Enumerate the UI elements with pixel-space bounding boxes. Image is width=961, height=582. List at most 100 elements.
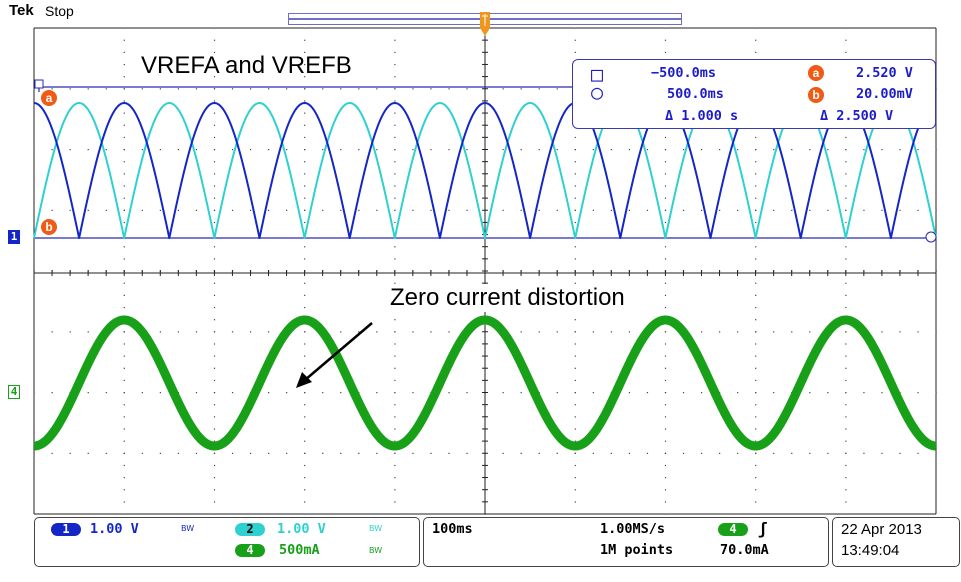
grid-dot: [394, 136, 396, 139]
grid-dot: [123, 88, 125, 90]
cursor-circle-marker[interactable]: [925, 231, 937, 243]
ch4-ground-marker[interactable]: 4: [8, 385, 20, 399]
grid-dot: [394, 209, 396, 211]
square-cursor-icon: □: [591, 62, 604, 86]
grid-dot: [737, 331, 739, 333]
grid-dot: [863, 149, 865, 151]
trigger-position-marker[interactable]: [480, 12, 490, 36]
grid-dot: [755, 258, 757, 260]
vertical-settings-panel[interactable]: 1 1.00 V BW 2 1.00 V BW 4 500mA BW: [34, 517, 420, 567]
grid-dot: [664, 513, 667, 515]
grid-dot: [394, 39, 396, 41]
grid-dot: [358, 331, 360, 333]
grid-dot: [502, 88, 504, 90]
grid-dot: [755, 282, 757, 284]
ch4-bandwidth-icon: BW: [369, 546, 383, 555]
grid-dot: [33, 331, 35, 333]
grid-dot: [394, 355, 396, 357]
grid-dot: [394, 197, 396, 199]
grid-dot: [791, 452, 793, 454]
grid-dot: [845, 294, 847, 296]
grid-dot: [213, 27, 216, 29]
grid-dot: [845, 209, 847, 211]
grid-dot: [394, 501, 396, 503]
grid-dot: [664, 489, 667, 491]
cursor-b-badge[interactable]: b: [41, 219, 57, 235]
ch4-chip[interactable]: 4: [235, 544, 265, 557]
grid-dot: [845, 136, 847, 139]
grid-dot: [394, 88, 396, 90]
grid-dot: [394, 149, 396, 151]
grid-dot: [304, 39, 306, 41]
grid-dot: [87, 88, 89, 90]
grid-dot: [123, 27, 125, 29]
grid-dot: [123, 404, 125, 406]
grid-dot: [412, 149, 414, 151]
grid-dot: [33, 209, 35, 211]
ch2-chip[interactable]: 2: [235, 523, 265, 536]
cursor1-time: −500.0ms: [651, 65, 717, 81]
grid-dot: [286, 392, 288, 394]
grid-dot: [845, 379, 847, 382]
grid-dot: [574, 392, 576, 394]
grid-dot: [556, 392, 558, 394]
cursor-square-marker[interactable]: [34, 79, 44, 89]
grid-dot: [574, 477, 576, 479]
horizontal-settings-panel[interactable]: 100ms 1.00MS/s 1M points 4 ʃ 70.0mA: [423, 517, 829, 567]
grid-dot: [917, 392, 919, 394]
grid-dot: [123, 477, 125, 479]
grid-dot: [664, 136, 667, 139]
grid-dot: [556, 209, 558, 211]
grid-dot: [755, 294, 757, 296]
grid-dot: [755, 161, 757, 163]
ch1-ground-marker[interactable]: 1: [8, 230, 20, 244]
grid-dot: [231, 149, 234, 151]
grid-dot: [520, 392, 522, 394]
tek-brand: Tek: [9, 2, 34, 19]
grid-dot: [213, 416, 216, 418]
grid-dot: [123, 428, 125, 430]
grid-dot: [195, 209, 198, 211]
grid-dot: [466, 209, 468, 211]
grid-dot: [249, 452, 252, 454]
grid-dot: [304, 161, 306, 163]
grid-dot: [845, 51, 847, 53]
grid-dot: [213, 489, 216, 491]
grid-dot: [213, 149, 216, 151]
grid-dot: [845, 149, 847, 151]
grid-dot: [105, 209, 107, 211]
grid-dot: [574, 428, 576, 430]
grid-dot: [123, 464, 125, 467]
grid-dot: [394, 282, 396, 284]
cursor-readout-panel: □ ○ −500.0ms 500.0ms Δ 1.000 s a b 2.520…: [572, 59, 936, 129]
grid-dot: [719, 452, 721, 454]
cursor-a-badge[interactable]: a: [41, 90, 57, 106]
grid-dot: [755, 440, 757, 442]
trigger-source-chip[interactable]: 4: [718, 523, 748, 536]
cursor2-time: 500.0ms: [667, 86, 724, 102]
grid-dot: [664, 149, 667, 151]
grid-dot: [123, 440, 125, 442]
grid-dot: [87, 209, 89, 211]
grid-dot: [213, 161, 216, 163]
grid-dot: [737, 452, 739, 454]
grid-dot: [556, 149, 558, 151]
grid-dot: [304, 343, 306, 345]
grid-dot: [213, 343, 216, 345]
grid-dot: [304, 112, 306, 114]
grid-dot: [304, 513, 306, 515]
grid-dot: [430, 452, 432, 454]
grid-dot: [448, 88, 450, 90]
grid-dot: [304, 392, 306, 394]
grid-dot: [664, 197, 667, 199]
grid-dot: [664, 392, 667, 394]
grid-dot: [213, 246, 216, 248]
grid-dot: [213, 379, 216, 382]
grid-dot: [123, 367, 125, 369]
grid-dot: [304, 185, 306, 187]
ch1-chip[interactable]: 1: [51, 523, 81, 536]
grid-dot: [87, 392, 89, 394]
grid-dot: [304, 124, 306, 126]
grid-dot: [574, 343, 576, 345]
